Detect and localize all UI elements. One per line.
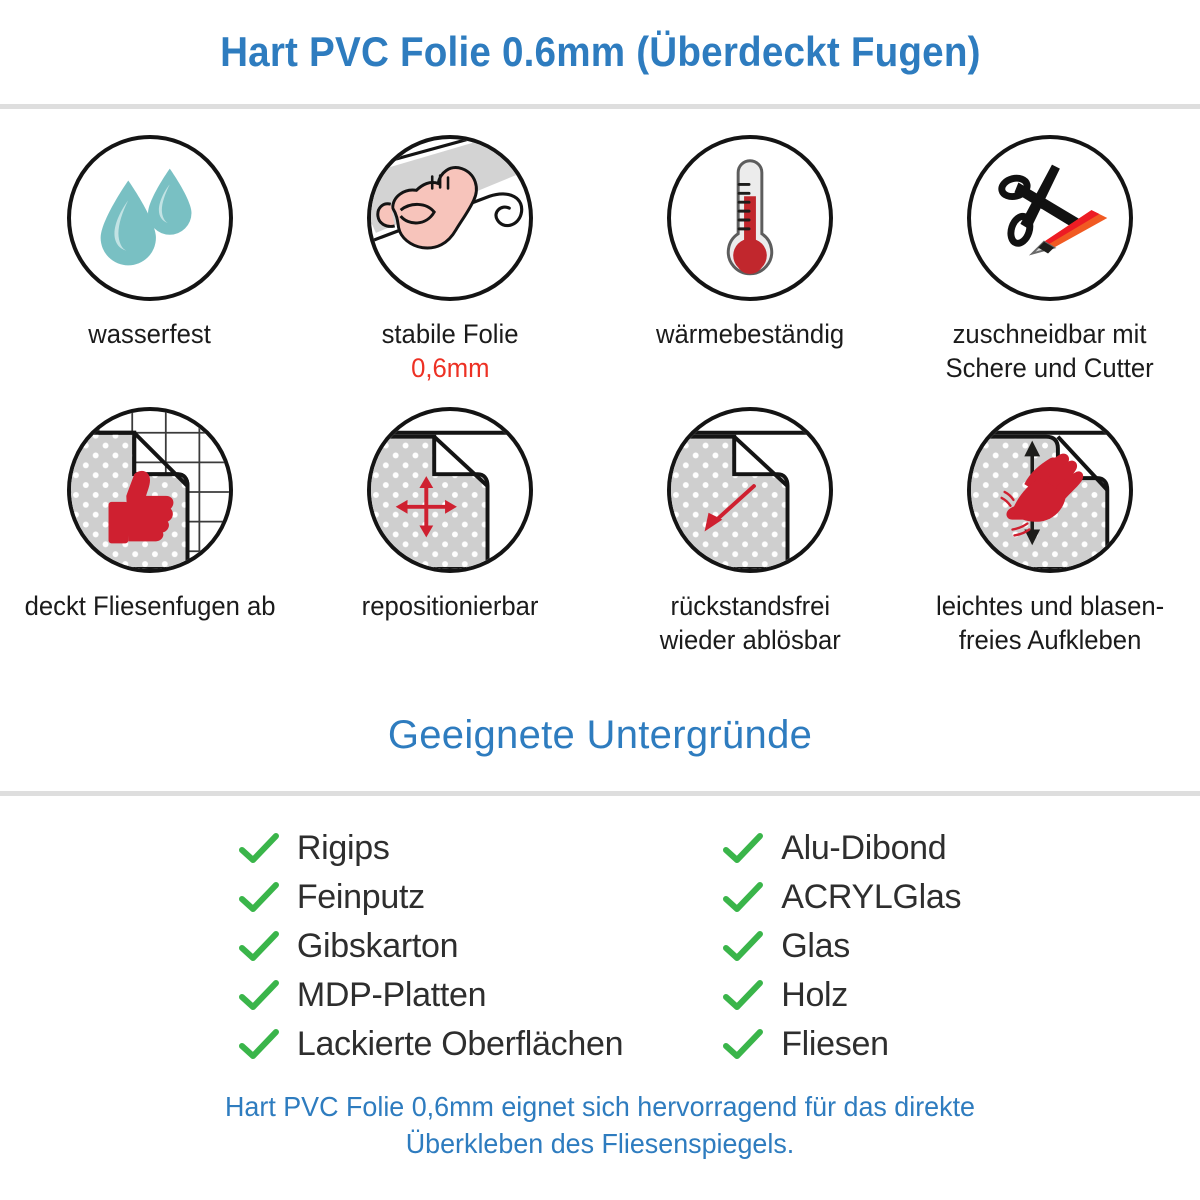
suitable-substrates-list: Rigips Feinputz Gibskarton MDP-Platten L…	[0, 796, 1200, 1067]
scissors-cutter-icon	[967, 135, 1133, 301]
feature-deckt-fliesenfugen: deckt Fliesenfugen ab	[0, 407, 300, 679]
check-icon	[723, 979, 764, 1010]
flexed-biceps-icon	[367, 135, 533, 301]
check-icon	[723, 832, 764, 863]
feature-wasserfest: wasserfest	[0, 135, 300, 407]
check-icon	[723, 1028, 764, 1059]
list-item: Glas	[723, 924, 961, 969]
hand-smoothing-foil-icon	[967, 407, 1133, 573]
list-item: Feinputz	[238, 875, 623, 920]
list-item: MDP-Platten	[238, 973, 623, 1018]
feature-label: rückstandsfrei wieder ablösbar	[659, 591, 841, 655]
check-icon	[238, 881, 279, 912]
title-block: Hart PVC Folie 0.6mm (Überdeckt Fugen)	[0, 0, 1200, 104]
list-item-label: MDP-Platten	[296, 976, 487, 1014]
feature-blasenfreies-aufkleben: leichtes und blasen- freies Aufkleben	[900, 407, 1200, 679]
list-item: Rigips	[238, 826, 623, 871]
feature-sub-label: 0,6mm	[410, 352, 490, 383]
feature-label: leichtes und blasen- freies Aufkleben	[935, 591, 1165, 655]
list-item-label: Rigips	[296, 829, 390, 867]
list-item: Holz	[723, 973, 961, 1018]
list-item-label: Alu-Dibond	[781, 829, 947, 867]
checklist-column-right: Alu-Dibond ACRYLGlas Glas Holz Fliesen	[723, 826, 961, 1067]
divider-bottom	[0, 791, 1200, 796]
four-way-arrow-foil-icon	[367, 407, 533, 573]
list-item-label: Gibskarton	[296, 927, 459, 965]
feature-repositionierbar: repositionierbar	[300, 407, 600, 679]
thermometer-icon	[667, 135, 833, 301]
list-item-label: Feinputz	[296, 878, 425, 916]
subtitle-block: Geeignete Untergründe	[0, 679, 1200, 791]
list-item-label: ACRYLGlas	[781, 878, 962, 916]
check-icon	[238, 832, 279, 863]
list-item: Fliesen	[723, 1022, 961, 1067]
list-item-label: Glas	[781, 927, 850, 965]
check-icon	[238, 1028, 279, 1059]
feature-label: stabile Folie	[381, 319, 519, 349]
thumbs-up-foil-icon	[67, 407, 233, 573]
water-drops-icon	[67, 135, 233, 301]
check-icon	[723, 881, 764, 912]
check-icon	[238, 930, 279, 961]
feature-rueckstandsfrei: rückstandsfrei wieder ablösbar	[600, 407, 900, 679]
list-item-label: Fliesen	[781, 1025, 889, 1063]
check-icon	[723, 930, 764, 961]
feature-label: zuschneidbar mit Schere und Cutter	[945, 319, 1155, 383]
page-title: Hart PVC Folie 0.6mm (Überdeckt Fugen)	[219, 28, 981, 75]
section-subtitle: Geeignete Untergründe	[387, 712, 813, 757]
feature-label: wasserfest	[88, 319, 212, 349]
list-item: Lackierte Oberflächen	[238, 1022, 624, 1067]
list-item-label: Lackierte Oberflächen	[296, 1025, 624, 1063]
list-item: Gibskarton	[238, 924, 623, 969]
footer-note: Hart PVC Folie 0,6mm eignet sich hervorr…	[225, 1091, 975, 1159]
divider-top	[0, 104, 1200, 109]
feature-label: deckt Fliesenfugen ab	[24, 591, 276, 621]
feature-label: wärmebeständig	[655, 319, 845, 349]
list-item-label: Holz	[781, 976, 849, 1014]
feature-grid: wasserfest	[0, 109, 1200, 679]
checklist-column-left: Rigips Feinputz Gibskarton MDP-Platten L…	[238, 826, 624, 1067]
feature-label: repositionierbar	[361, 591, 539, 621]
list-item: ACRYLGlas	[723, 875, 961, 920]
feature-waermebestaendig: wärmebeständig	[600, 135, 900, 407]
feature-zuschneidbar: zuschneidbar mit Schere und Cutter	[900, 135, 1200, 407]
peel-arrow-foil-icon	[667, 407, 833, 573]
check-icon	[238, 979, 279, 1010]
list-item: Alu-Dibond	[723, 826, 961, 871]
feature-stabile-folie: stabile Folie 0,6mm	[300, 135, 600, 407]
